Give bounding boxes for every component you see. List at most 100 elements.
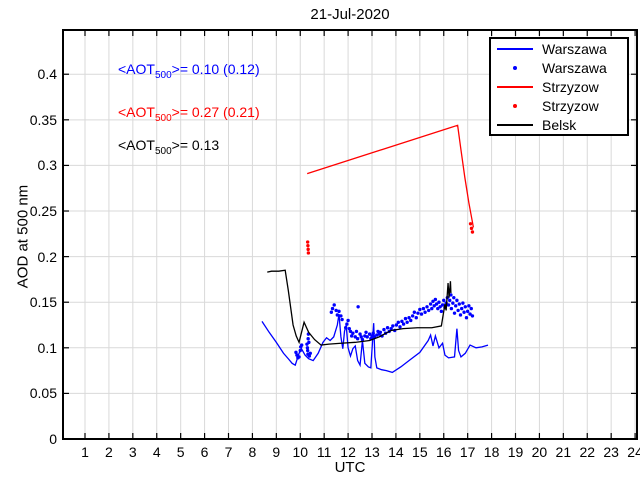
series-warszawa-scatter-point [416, 311, 420, 315]
x-tick-label: 14 [388, 444, 404, 460]
series-warszawa-scatter-point [433, 297, 438, 302]
x-tick-label: 15 [412, 444, 428, 460]
series-warszawa-scatter-point [355, 336, 360, 341]
series-warszawa-scatter-point [412, 310, 417, 314]
x-tick-label: 13 [364, 444, 380, 460]
series-warszawa-scatter-point [349, 334, 354, 338]
series-warszawa-scatter-point [329, 310, 334, 314]
series-warszawa-scatter-point [470, 314, 475, 318]
x-tick-label: 12 [340, 444, 356, 460]
x-tick-label: 24 [627, 444, 640, 460]
series-warszawa-scatter-point [434, 302, 439, 306]
series-warszawa-scatter-point [468, 312, 472, 316]
series-warszawa-scatter-point [467, 304, 471, 308]
legend-line-sample-red [497, 85, 533, 88]
series-warszawa-scatter-point [297, 355, 301, 359]
legend-dot-sample-blue [497, 65, 533, 70]
x-tick-label: 19 [507, 444, 524, 460]
series-warszawa-scatter-point [438, 305, 442, 309]
legend-line-sample-blue [497, 47, 533, 50]
series-warszawa-scatter-point [469, 306, 473, 311]
x-tick-label: 20 [531, 444, 548, 460]
series-warszawa-scatter-point [339, 314, 343, 318]
series-warszawa-scatter-point [418, 307, 422, 312]
series-strzyzow-scatter-point [306, 243, 310, 248]
series-warszawa-scatter-point [405, 320, 409, 324]
x-tick-label: 22 [579, 444, 596, 460]
x-axis-label: UTC [334, 459, 366, 476]
series-warszawa-scatter-point [365, 335, 369, 339]
series-warszawa-scatter-point [347, 326, 351, 331]
series-warszawa-scatter-point [457, 302, 461, 306]
annotation-text: >= 0.10 (0.12) [171, 61, 260, 77]
series-strzyzow-scatter-point [468, 222, 473, 226]
x-tick-label: 11 [316, 444, 332, 460]
series-warszawa-scatter-point [337, 309, 341, 314]
x-tick-label: 3 [128, 444, 137, 460]
series-warszawa-scatter-point [305, 346, 310, 350]
x-tick-label: 10 [292, 444, 309, 460]
series-warszawa-scatter-point [465, 309, 470, 314]
series-warszawa-scatter-point [455, 298, 459, 303]
series-warszawa-scatter-point [400, 319, 404, 324]
series-warszawa-scatter-point [356, 305, 360, 309]
series-warszawa-scatter-point [425, 305, 429, 309]
x-tick-label: 8 [248, 444, 257, 460]
series-warszawa-scatter-point [398, 325, 402, 329]
x-tick-label: 5 [176, 444, 185, 460]
annotation-strzyzow-aot: <AOT500>= 0.27 (0.21) [118, 104, 260, 124]
series-warszawa-scatter-point [359, 335, 363, 339]
series-warszawa-scatter-point [456, 308, 460, 313]
series-strzyzow-scatter-point [306, 251, 311, 255]
series-warszawa-scatter-point [452, 311, 457, 315]
x-tick-label: 18 [483, 444, 500, 460]
series-warszawa-scatter-point [463, 305, 467, 309]
series-warszawa-scatter-point [353, 335, 357, 339]
series-warszawa-scatter-point [440, 303, 445, 307]
annotation-text: <AOT [118, 61, 155, 77]
series-warszawa-scatter-point [382, 327, 386, 332]
series-warszawa-scatter-point [340, 317, 344, 322]
series-warszawa-scatter-point [403, 316, 408, 321]
series-warszawa-scatter-point [401, 322, 406, 326]
chart-title: 21-Jul-2020 [310, 6, 390, 23]
series-warszawa-scatter-point [306, 336, 310, 341]
series-warszawa-scatter-point [419, 312, 424, 316]
series-warszawa-scatter-point [346, 318, 350, 323]
y-tick-label: 0.35 [29, 111, 57, 128]
y-tick-label: 0.4 [37, 66, 57, 83]
series-warszawa-scatter-point [345, 322, 349, 326]
legend-label: Belsk [542, 116, 577, 133]
annotation-belsk-aot: <AOT500>= 0.13 [118, 137, 219, 157]
x-tick-label: 17 [459, 444, 476, 460]
series-warszawa-scatter-point [396, 320, 401, 324]
series-warszawa-scatter-point [307, 340, 311, 345]
series-warszawa-line [261, 313, 489, 374]
legend-item-strzyzow-dot: Strzyzow [491, 96, 627, 115]
annotation-subscript: 500 [154, 112, 172, 124]
series-warszawa-scatter-point [442, 298, 446, 303]
series-warszawa-scatter-point [458, 313, 463, 317]
legend-box: Warszawa Warszawa Strzyzow Strzyzow Bels… [489, 37, 629, 136]
y-tick-label: 0 [49, 431, 57, 447]
series-warszawa-scatter-point [430, 306, 434, 311]
annotation-text: >= 0.27 (0.21) [171, 104, 260, 120]
x-tick-label: 21 [555, 444, 572, 460]
series-warszawa-scatter-point [464, 316, 469, 320]
series-warszawa-scatter-point [394, 323, 399, 327]
series-warszawa-scatter-point [364, 330, 368, 335]
series-warszawa-scatter-point [437, 300, 441, 304]
series-warszawa-scatter-point [421, 306, 426, 311]
series-warszawa-scatter-point [409, 318, 413, 323]
y-tick-label: 0.25 [29, 203, 57, 220]
series-warszawa-scatter-point [410, 314, 415, 318]
series-warszawa-scatter-point [462, 310, 466, 314]
series-warszawa-scatter-point [407, 316, 411, 320]
annotation-text: <AOT [118, 137, 155, 153]
series-warszawa-scatter-point [449, 293, 453, 297]
legend-item-belsk-line: Belsk [491, 115, 627, 134]
series-warszawa-scatter-point [334, 308, 338, 313]
series-warszawa-scatter-point [449, 306, 454, 311]
series-warszawa-scatter-point [436, 306, 440, 311]
series-warszawa-scatter-point [451, 301, 455, 305]
